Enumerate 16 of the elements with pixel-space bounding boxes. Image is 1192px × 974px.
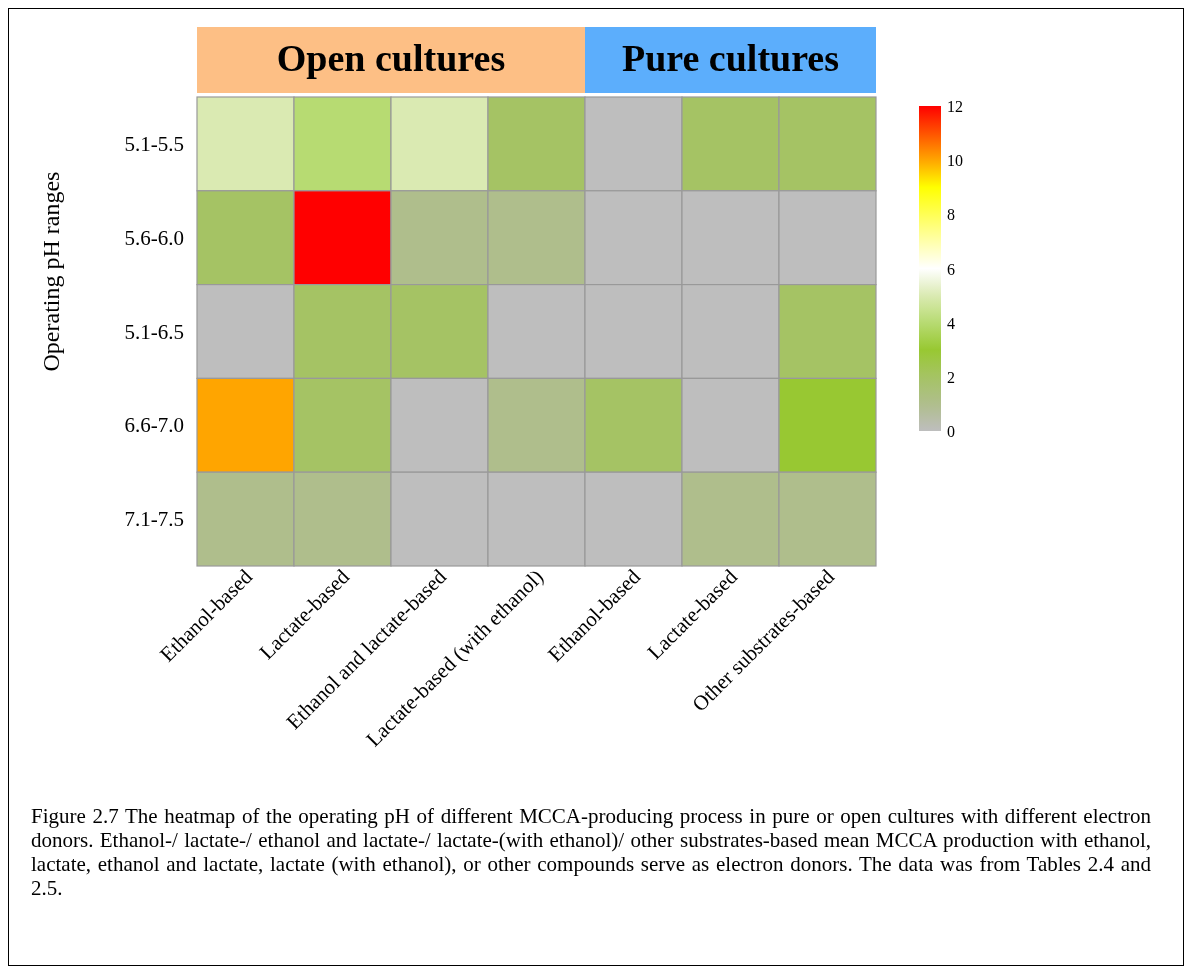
y-axis-title: Operating pH ranges — [38, 171, 64, 372]
color-bar-label: 6 — [947, 260, 955, 278]
color-bar-label: 8 — [947, 206, 955, 224]
text: Pure cultures — [621, 37, 840, 79]
color-bar-label: 12 — [947, 98, 963, 115]
y-tick-label: 6.6-7.0 — [124, 413, 184, 438]
text: Open cultures — [276, 37, 506, 79]
y-tick-label: 5.6-6.0 — [124, 225, 184, 250]
color-bar-label: 2 — [947, 368, 955, 386]
y-tick-label: 5.1-6.5 — [124, 319, 184, 344]
y-tick-label: 5.1-5.5 — [124, 131, 184, 156]
color-bar-label: 0 — [947, 423, 955, 440]
caption: Figure 2.7 The heatmap of the operating pH of different MCCA-producing process in pure or open cultures with different electron donors. Ethanol-/ lactate-/ ethanol and lactate-/ lactate-(with ethanol)/ other substrates-based mean MCCA production with ethanol, lactate, ethanol and lactate, lactate (with ethanol), or other compounds serve as electron donors. The data was from Tables 2.4 and 2.5. — [31, 804, 1151, 900]
color-bar-label: 10 — [947, 152, 963, 170]
y-tick-label: 7.1-7.5 — [124, 507, 184, 532]
color-bar-label: 4 — [947, 314, 955, 332]
